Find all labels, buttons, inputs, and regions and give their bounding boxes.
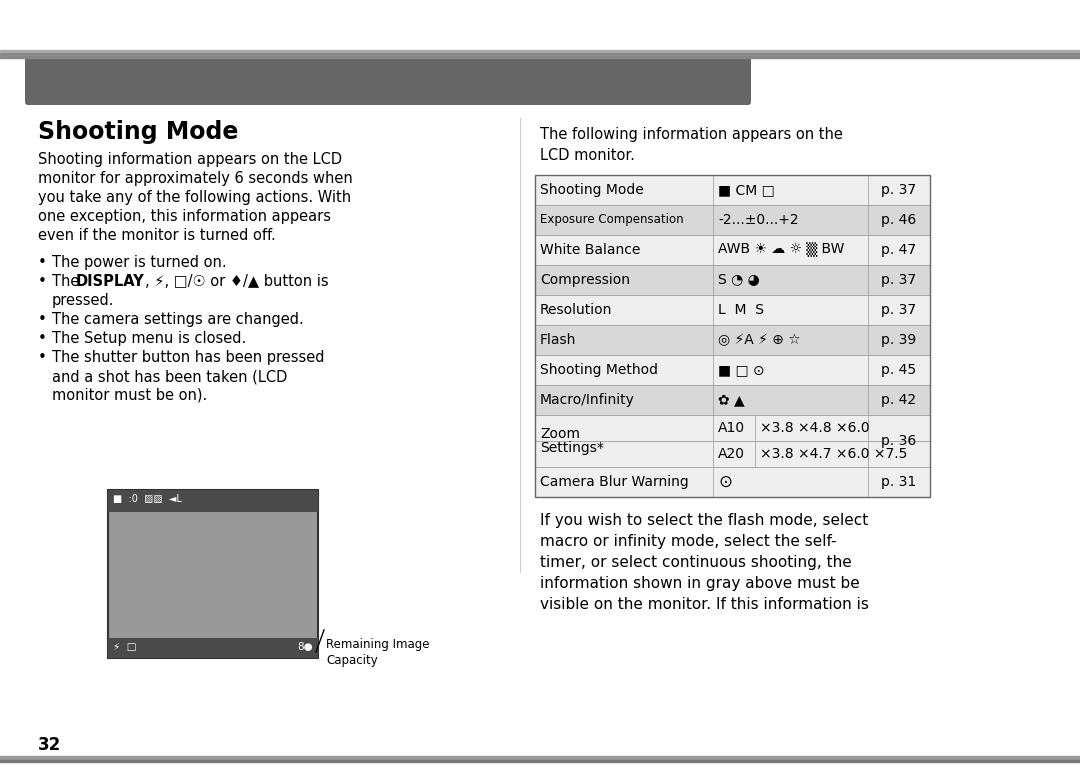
Text: p. 36: p. 36 [881, 434, 917, 448]
Text: ×3.8 ×4.7 ×6.0 ×7.5: ×3.8 ×4.7 ×6.0 ×7.5 [760, 447, 907, 461]
Text: The following information appears on the
LCD monitor.: The following information appears on the… [540, 127, 842, 163]
Text: ⊙: ⊙ [718, 473, 732, 491]
Text: ✿ ▲: ✿ ▲ [718, 393, 744, 407]
Text: S ◔ ◕: S ◔ ◕ [718, 273, 759, 287]
Text: •: • [38, 331, 46, 346]
Text: Shooting Mode: Shooting Mode [38, 120, 239, 144]
Text: p. 39: p. 39 [881, 333, 917, 347]
Text: ◎ ⚡A ⚡ ⊕ ☆: ◎ ⚡A ⚡ ⊕ ☆ [718, 333, 800, 347]
Text: •: • [38, 255, 46, 270]
Text: DISPLAY: DISPLAY [76, 274, 145, 289]
Text: 32: 32 [38, 736, 62, 754]
Text: pressed.: pressed. [52, 293, 114, 308]
Bar [0, 53, 1080, 58]
Text: monitor must be on).: monitor must be on). [52, 388, 207, 403]
Text: timer, or select continuous shooting, the: timer, or select continuous shooting, th… [540, 555, 852, 570]
Text: Flash: Flash [540, 333, 577, 347]
Text: A10: A10 [718, 421, 745, 435]
Text: macro or infinity mode, select the self-: macro or infinity mode, select the self- [540, 534, 837, 549]
Text: Zoom: Zoom [540, 427, 580, 441]
Bar [535, 355, 930, 385]
Text: •: • [38, 274, 46, 289]
Text: ■ CM □: ■ CM □ [718, 183, 774, 197]
Text: •: • [38, 350, 46, 365]
Bar [535, 295, 930, 325]
Bar [0, 756, 1080, 759]
Text: •: • [38, 312, 46, 327]
Bar [0, 760, 1080, 762]
Text: Macro/Infinity: Macro/Infinity [540, 393, 635, 407]
Text: The camera settings are changed.: The camera settings are changed. [52, 312, 303, 327]
Text: ⚡  □: ⚡ □ [113, 642, 136, 652]
Text: , ⚡, □/☉ or ♦/▲ button is: , ⚡, □/☉ or ♦/▲ button is [145, 274, 328, 289]
Text: p. 31: p. 31 [881, 475, 917, 489]
Text: Compression: Compression [540, 273, 630, 287]
Text: L  M  S: L M S [718, 303, 764, 317]
Text: visible on the monitor. If this information is: visible on the monitor. If this informat… [540, 597, 869, 612]
Text: Information Displayed on the LCD Monitor: Information Displayed on the LCD Monitor [38, 70, 548, 90]
Text: information shown in gray above must be: information shown in gray above must be [540, 576, 860, 591]
Text: p. 45: p. 45 [881, 363, 917, 377]
Text: The: The [52, 274, 84, 289]
Text: ×3.8 ×4.8 ×6.0: ×3.8 ×4.8 ×6.0 [760, 421, 869, 435]
Text: The power is turned on.: The power is turned on. [52, 255, 227, 270]
Text: Shooting Method: Shooting Method [540, 363, 658, 377]
Text: p. 47: p. 47 [881, 243, 917, 257]
Bar [108, 490, 318, 512]
Bar [108, 490, 318, 658]
Bar [535, 265, 930, 295]
Bar [535, 175, 930, 205]
Text: A20: A20 [718, 447, 745, 461]
Text: monitor for approximately 6 seconds when: monitor for approximately 6 seconds when [38, 171, 353, 186]
Text: one exception, this information appears: one exception, this information appears [38, 209, 330, 224]
Text: Shooting information appears on the LCD: Shooting information appears on the LCD [38, 152, 342, 167]
Text: you take any of the following actions. With: you take any of the following actions. W… [38, 190, 351, 205]
Text: even if the monitor is turned off.: even if the monitor is turned off. [38, 228, 275, 243]
Text: p. 42: p. 42 [881, 393, 917, 407]
Text: Exposure Compensation: Exposure Compensation [540, 214, 684, 227]
Bar [535, 415, 930, 441]
Text: 8●: 8● [297, 642, 313, 652]
Text: Remaining Image
Capacity: Remaining Image Capacity [326, 638, 430, 667]
Bar [535, 325, 930, 355]
Text: -2...±0...+2: -2...±0...+2 [718, 213, 798, 227]
Bar [535, 235, 930, 265]
Text: Settings*: Settings* [540, 441, 604, 455]
Text: The shutter button has been pressed: The shutter button has been pressed [52, 350, 324, 365]
Bar [108, 638, 318, 658]
Text: p. 37: p. 37 [881, 183, 917, 197]
Bar [535, 175, 930, 497]
Text: p. 37: p. 37 [881, 303, 917, 317]
Text: Resolution: Resolution [540, 303, 612, 317]
Text: Shooting Mode: Shooting Mode [540, 183, 644, 197]
Text: The Setup menu is closed.: The Setup menu is closed. [52, 331, 246, 346]
FancyBboxPatch shape [25, 55, 751, 105]
Bar [535, 385, 930, 415]
Text: ■  :0  ▨▨  ◄L: ■ :0 ▨▨ ◄L [113, 494, 181, 504]
Text: and a shot has been taken (LCD: and a shot has been taken (LCD [52, 369, 287, 384]
Text: AWB ☀ ☁ ☼ ▒ BW: AWB ☀ ☁ ☼ ▒ BW [718, 243, 845, 257]
Bar [535, 467, 930, 497]
Text: ■ □ ⊙: ■ □ ⊙ [718, 363, 765, 377]
Text: Camera Blur Warning: Camera Blur Warning [540, 475, 689, 489]
Bar [535, 205, 930, 235]
Text: If you wish to select the flash mode, select: If you wish to select the flash mode, se… [540, 513, 868, 528]
Bar [535, 441, 930, 467]
Bar [0, 50, 1080, 52]
Text: White Balance: White Balance [540, 243, 640, 257]
Text: p. 46: p. 46 [881, 213, 917, 227]
Text: p. 37: p. 37 [881, 273, 917, 287]
